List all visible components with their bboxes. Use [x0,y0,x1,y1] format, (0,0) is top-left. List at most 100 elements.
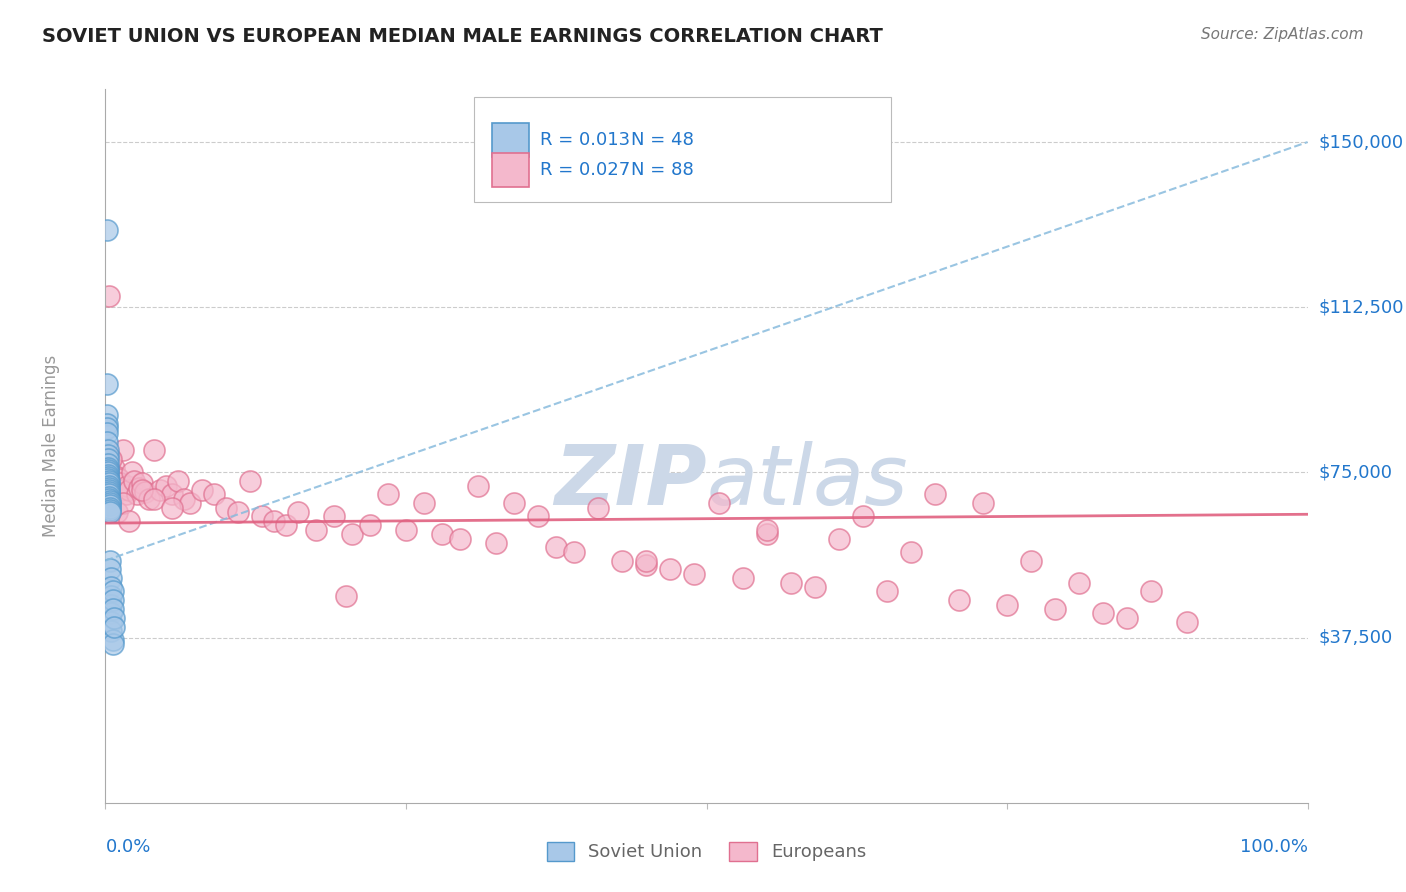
Point [98,499,121,513]
Point [263,514,285,528]
Point [98,478,121,492]
Point [588,500,610,515]
Point [107,505,129,519]
Point [98,553,121,567]
Point [876,584,898,599]
Point [103,619,125,633]
Point [101,632,124,647]
Point [148,483,170,497]
Text: N = 88: N = 88 [631,161,695,178]
Text: $112,500: $112,500 [1319,298,1405,317]
Point [98,475,121,489]
Point [340,527,363,541]
Point [115,478,138,492]
Point [98,496,121,510]
Point [121,466,143,480]
Point [107,470,129,484]
Point [128,481,150,495]
Point [142,443,165,458]
Point [100,598,122,612]
Point [972,496,994,510]
Point [103,461,125,475]
Point [96,421,118,435]
Point [155,478,177,492]
Point [97,457,120,471]
Point [98,494,121,508]
Point [828,532,851,546]
Point [166,475,188,489]
Point [98,483,121,497]
Point [995,598,1018,612]
Point [131,476,153,491]
Point [226,505,249,519]
Point [105,478,128,492]
Point [98,500,121,515]
Point [97,448,120,462]
Point [96,417,118,431]
Point [413,496,436,510]
Point [1019,553,1042,567]
Point [98,289,121,303]
Point [100,589,122,603]
Point [98,490,121,504]
Point [100,452,122,467]
Point [100,466,122,480]
Point [707,496,730,510]
Point [97,467,120,482]
Point [96,425,118,440]
Point [449,532,471,546]
Point [1092,607,1115,621]
Point [1175,615,1198,630]
Text: Source: ZipAtlas.com: Source: ZipAtlas.com [1201,27,1364,42]
Point [852,509,875,524]
Point [179,496,201,510]
Point [100,571,122,585]
Text: Median Male Earnings: Median Male Earnings [42,355,60,537]
Point [948,593,970,607]
Point [100,624,122,638]
Point [239,475,262,489]
Point [612,553,634,567]
Text: $37,500: $37,500 [1319,629,1393,647]
Point [1069,575,1091,590]
Point [430,527,453,541]
Point [160,500,183,515]
Point [100,607,122,621]
Point [98,476,121,491]
Point [274,518,297,533]
Point [98,481,121,495]
Point [131,483,153,497]
Point [395,523,418,537]
Text: $150,000: $150,000 [1319,133,1403,151]
Point [97,472,120,486]
Point [124,475,146,489]
Point [101,584,124,599]
Point [546,541,568,555]
Point [924,487,946,501]
Point [1116,611,1139,625]
Point [287,505,309,519]
Point [101,602,124,616]
Point [103,611,125,625]
Point [118,483,141,497]
Text: N = 48: N = 48 [631,131,695,149]
Point [96,223,118,237]
Text: 0.0%: 0.0% [105,838,150,856]
Point [138,491,160,506]
Text: R = 0.013: R = 0.013 [540,131,630,149]
Point [900,545,922,559]
Point [115,487,138,501]
Point [659,562,682,576]
Point [214,500,236,515]
Point [779,575,801,590]
Point [97,470,120,484]
Text: R = 0.027: R = 0.027 [540,161,630,178]
Point [101,637,124,651]
Point [112,496,135,510]
Point [190,483,212,497]
Point [98,485,121,500]
Point [97,443,120,458]
Point [305,523,328,537]
Text: SOVIET UNION VS EUROPEAN MEDIAN MALE EARNINGS CORRELATION CHART: SOVIET UNION VS EUROPEAN MEDIAN MALE EAR… [42,27,883,45]
Point [98,503,121,517]
